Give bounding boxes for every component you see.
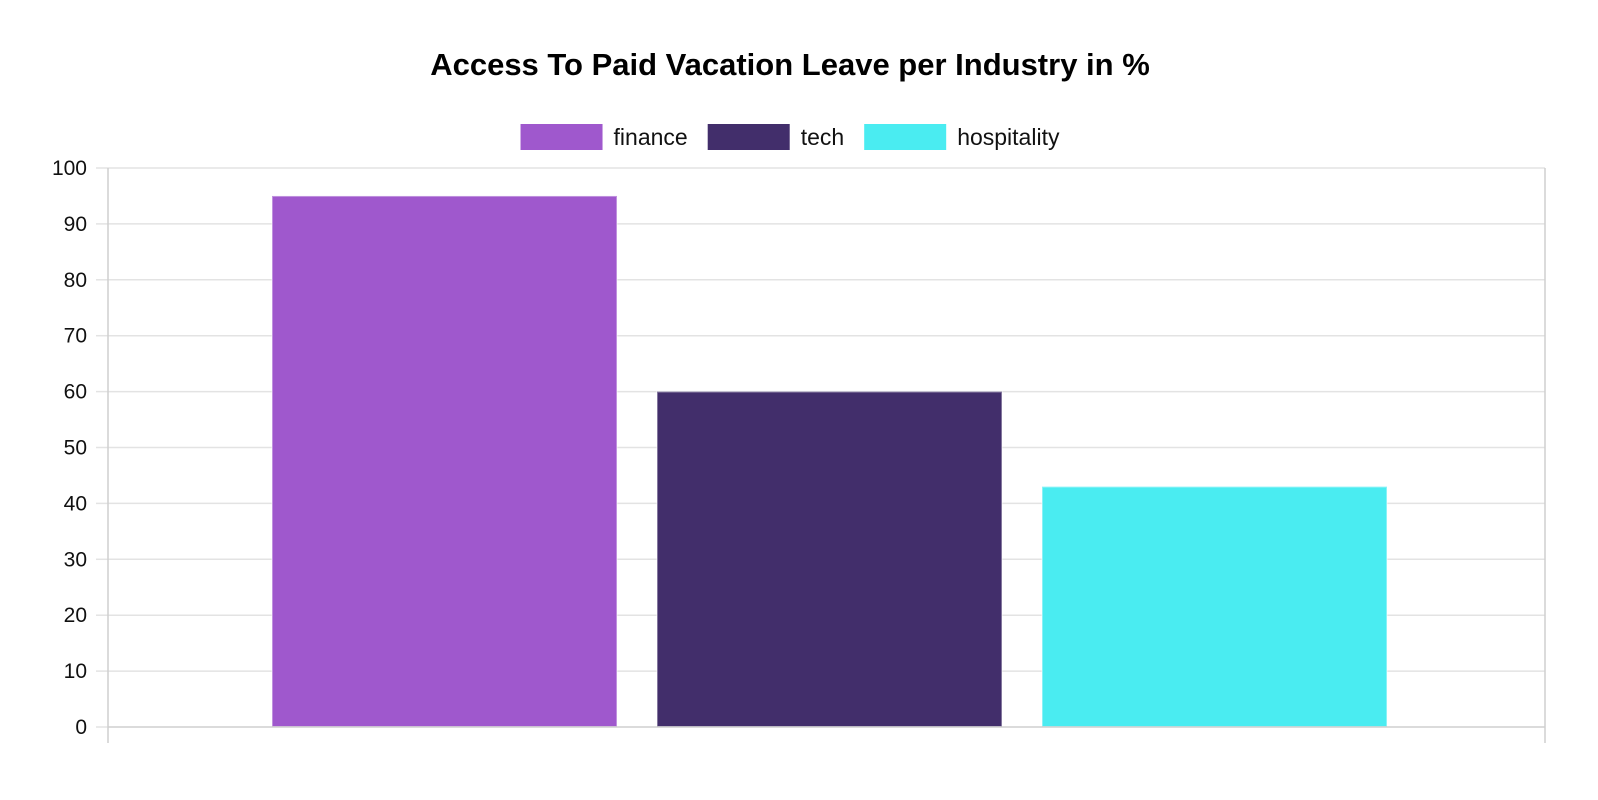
bar-tech[interactable] — [656, 390, 1003, 728]
legend-item-hospitality[interactable]: hospitality — [864, 124, 1060, 150]
legend: finance tech hospitality — [520, 124, 1060, 150]
y-tick-label: 70 — [64, 325, 87, 348]
chart-title: Access To Paid Vacation Leave per Indust… — [430, 47, 1150, 82]
y-axis-ticks: 0 10 20 30 40 50 60 70 80 90 100 — [52, 157, 87, 739]
y-tick-label: 10 — [64, 660, 87, 683]
axes — [107, 168, 1546, 743]
legend-item-finance[interactable]: finance — [520, 124, 688, 150]
legend-label: finance — [614, 124, 688, 150]
y-tick-label: 40 — [64, 492, 87, 515]
legend-swatch — [707, 124, 790, 150]
bars — [271, 194, 1388, 728]
y-tick-label: 0 — [75, 716, 87, 739]
legend-label: tech — [801, 124, 844, 150]
legend-label: hospitality — [957, 124, 1060, 150]
y-tick-label: 50 — [64, 437, 87, 460]
y-tick-label: 60 — [64, 381, 87, 404]
legend-swatch — [864, 124, 947, 150]
legend-swatch — [520, 124, 603, 150]
bar-hospitality[interactable] — [1041, 485, 1388, 728]
y-tick-label: 90 — [64, 213, 87, 236]
y-tick-label: 20 — [64, 604, 87, 627]
y-tick-label: 80 — [64, 269, 87, 292]
bar-finance[interactable] — [271, 194, 618, 728]
y-tick-label: 30 — [64, 548, 87, 571]
y-tick-label: 100 — [52, 157, 87, 180]
legend-item-tech[interactable]: tech — [707, 124, 844, 150]
